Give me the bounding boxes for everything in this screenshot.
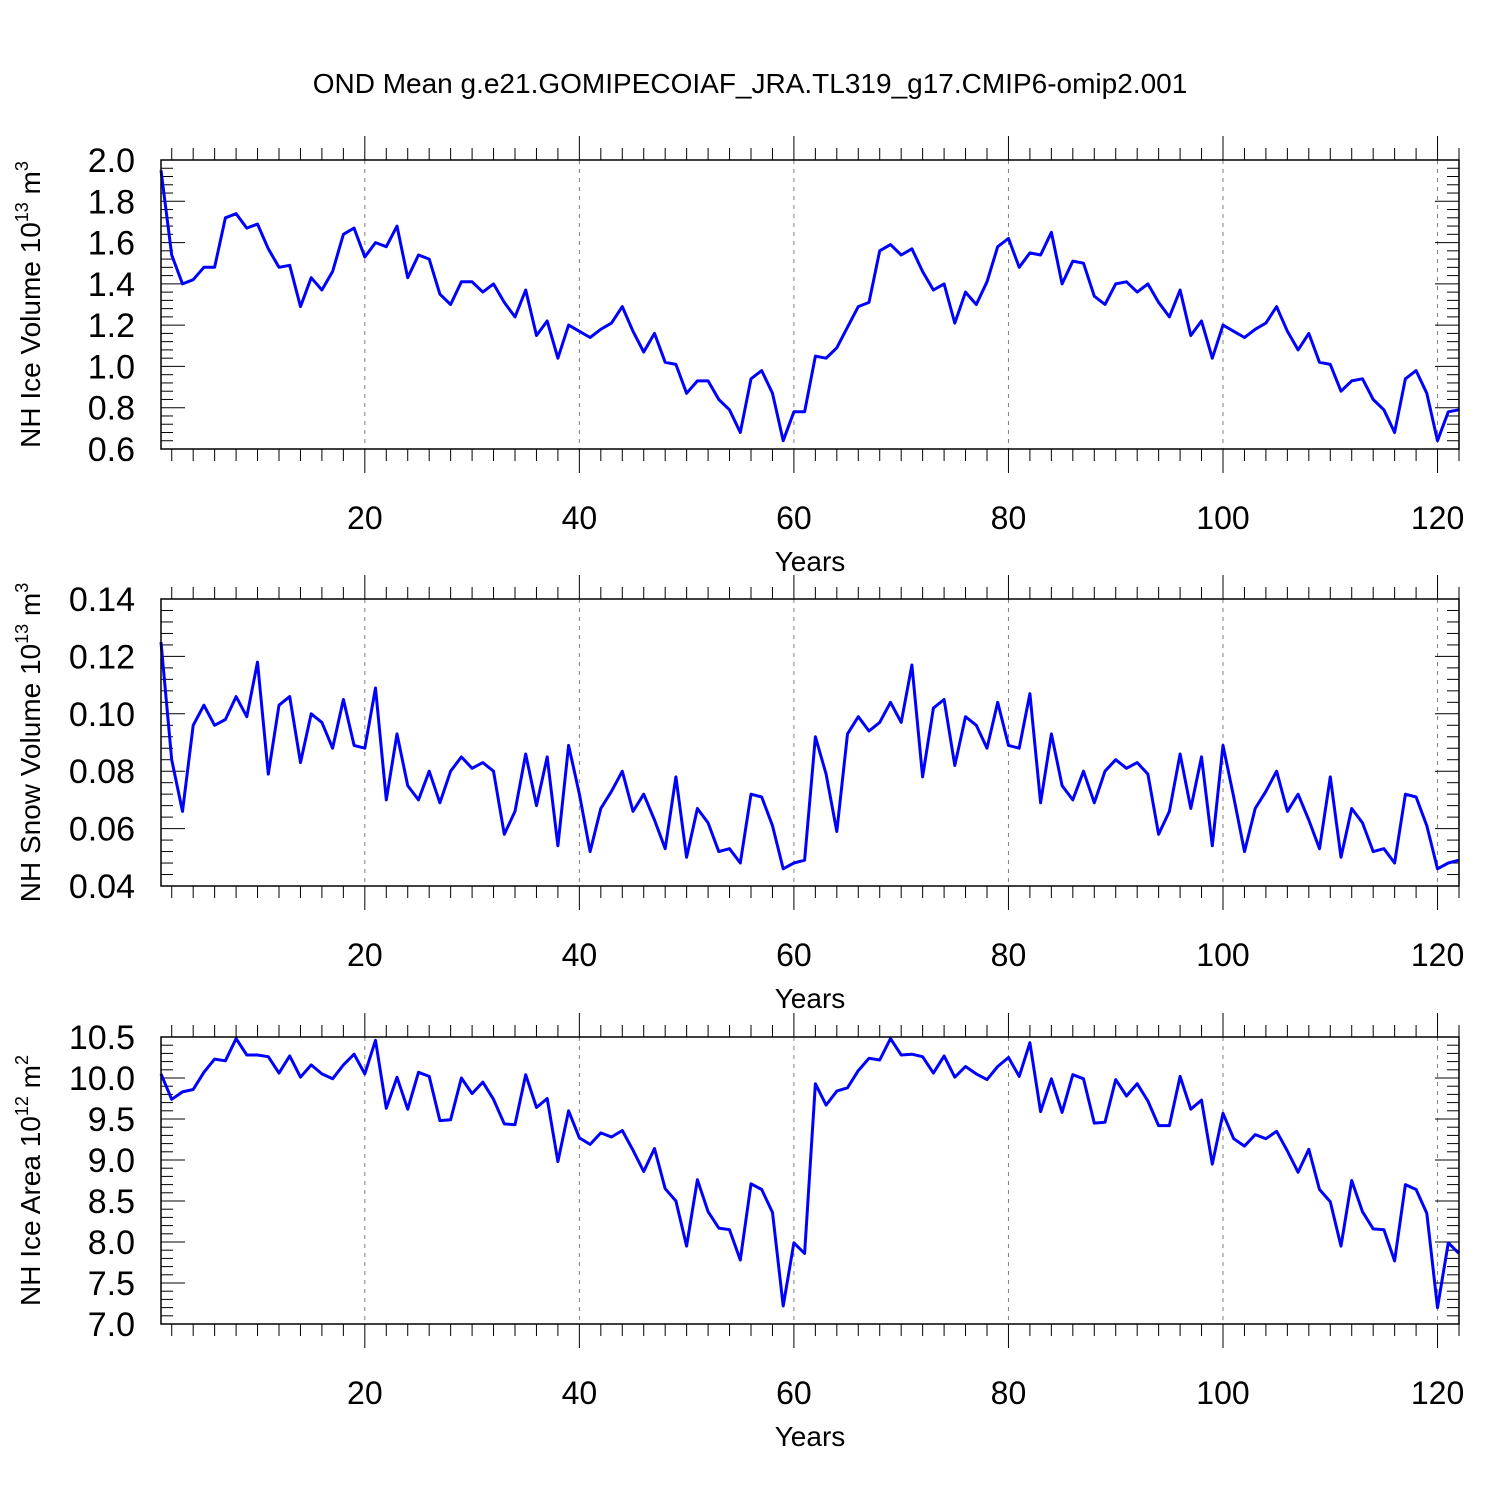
panel-1-plot-frame [160, 159, 1460, 450]
panel-3-x-tick-label: 60 [776, 1375, 812, 1411]
panel-2-y-axis-label-unit: m [15, 593, 46, 624]
panel-3-y-tick-label: 9.5 [88, 1101, 135, 1139]
panel-3-y-axis-label-unit-exp: 2 [12, 1055, 32, 1065]
panel-1-x-tick-label: 60 [776, 500, 812, 536]
panel-1: 20 40 60 80 100 120 0.60.8 1.01.21.41.6 1.82.0 Ye… [12, 136, 1464, 577]
panel-3-y-tick-label: 10.5 [69, 1019, 135, 1057]
panel-3-y-tick-label: 7.0 [88, 1306, 135, 1344]
panel-1-x-tick-label: 100 [1196, 500, 1249, 536]
panel-1-y-axis-label: NH Ice Volume 1013 m3 [12, 161, 46, 448]
panel-3-plot-frame [160, 1036, 1460, 1325]
panel-1-y-tick-label: 1.0 [88, 348, 135, 386]
panel-1-y-tick-label: 0.8 [88, 390, 135, 428]
panel-1-y-tick-label: 1.2 [88, 307, 135, 345]
panel-2-y-tick-label: 0.12 [69, 638, 135, 676]
panel-1-y-tick-label: 1.6 [88, 225, 135, 263]
panel-1-series-line [159, 170, 1460, 443]
panel-1-y-axis-label-unit: m [15, 171, 46, 202]
panel-3-x-tick-label: 40 [562, 1375, 598, 1411]
panel-1-x-tick-label: 40 [562, 500, 598, 536]
panel-2-y-tick-label: 0.04 [69, 868, 135, 906]
panel-2-y-tick-label: 0.14 [69, 581, 135, 619]
panel-3-x-tick-label: 120 [1411, 1375, 1464, 1411]
panel-2-x-tick-label: 120 [1411, 937, 1464, 973]
panel-2-y-axis-label: NH Snow Volume 1013 m3 [12, 583, 46, 903]
panel-3-y-axis-label-text: NH Ice Area 10 [15, 1116, 46, 1306]
panel-3: 20 40 60 80 100 120 7.07.58.08.59.09.510.010.5… [12, 1013, 1464, 1452]
panel-2-series-line [159, 641, 1460, 871]
panel-2-plot-frame [160, 598, 1460, 887]
panel-3-y-tick-label: 8.0 [88, 1224, 135, 1262]
panel-2-x-tick-label: 80 [991, 937, 1027, 973]
panel-1-y-tick-label: 0.6 [88, 431, 135, 469]
panel-3-y-tick-label: 8.5 [88, 1183, 135, 1221]
panel-1-y-axis-label-text: NH Ice Volume 10 [15, 222, 46, 448]
panel-1-y-axis-label-exp: 13 [12, 202, 32, 222]
panel-2-y-tick-label: 0.10 [69, 696, 135, 734]
panel-1-x-tick-label: 20 [347, 500, 383, 536]
panel-2-y-axis-label-exp: 13 [12, 624, 32, 644]
panel-3-x-tick-label: 100 [1196, 1375, 1249, 1411]
panel-1-x-tick-label: 120 [1411, 500, 1464, 536]
panel-2-x-tick-label: 20 [347, 937, 383, 973]
panel-3-series-line [159, 1037, 1461, 1310]
panel-1-y-tick-label: 1.4 [88, 266, 135, 304]
panel-1-y-tick-label: 2.0 [88, 142, 135, 180]
panel-1-y-tick-label: 1.8 [88, 183, 135, 221]
panel-2-x-tick-label: 40 [562, 937, 598, 973]
panel-3-y-tick-label: 7.5 [88, 1265, 135, 1303]
panel-3-y-tick-label: 10.0 [69, 1060, 135, 1098]
panel-2-y-tick-label: 0.06 [69, 811, 135, 849]
panel-3-y-axis-label-unit: m [15, 1065, 46, 1096]
panel-2: 20 40 60 80 100 120 0.04 0.06 0.08 0.10 0.12 0.14 Ye… [12, 575, 1464, 1014]
panel-3-y-axis-label: NH Ice Area 1012 m2 [12, 1055, 46, 1306]
panel-1-y-axis-label-unit-exp: 3 [12, 161, 32, 171]
panel-2-x-tick-label: 100 [1196, 937, 1249, 973]
panel-3-x-tick-label: 80 [991, 1375, 1027, 1411]
panel-3-x-axis-label: Years [775, 1421, 846, 1452]
panel-1-x-tick-label: 80 [991, 500, 1027, 536]
chart-title: OND Mean g.e21.GOMIPECOIAF_JRA.TL319_g17… [312, 68, 1188, 99]
panel-2-y-axis-label-text: NH Snow Volume 10 [15, 644, 46, 902]
panel-1-x-axis-label: Years [775, 546, 846, 577]
panel-2-x-tick-label: 60 [776, 937, 812, 973]
panel-3-y-tick-label: 9.0 [88, 1142, 135, 1180]
panel-2-y-axis-label-unit-exp: 3 [12, 583, 32, 593]
panel-2-y-tick-label: 0.08 [69, 753, 135, 791]
panel-3-x-tick-label: 20 [347, 1375, 383, 1411]
panel-2-x-axis-label: Years [775, 983, 846, 1014]
panel-3-y-axis-label-exp: 12 [12, 1096, 32, 1116]
